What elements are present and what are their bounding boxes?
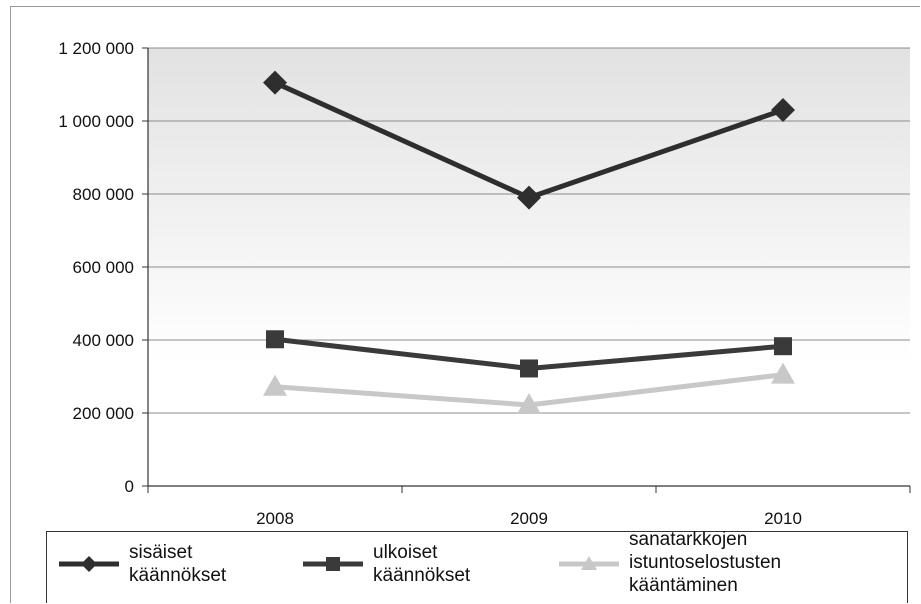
data-point-square [774, 337, 792, 356]
data-point-diamond [263, 70, 287, 95]
x-tick-labels: 2008 2009 2010 [256, 509, 802, 528]
x-tick-label: 2010 [764, 509, 802, 528]
data-point-diamond [517, 185, 541, 210]
y-tick-label: 600 000 [73, 258, 134, 277]
y-tick-label: 1 000 000 [58, 112, 134, 131]
legend-label-ulkoiset: ulkoiset käännökset [373, 542, 471, 586]
legend-swatch-sisaiset [59, 556, 119, 572]
data-point-square [266, 330, 284, 349]
y-tick-label: 200 000 [73, 404, 134, 423]
data-point-square [520, 359, 538, 378]
legend-label-sanatarkkojen: sanatarkkojen istuntoselostusten kääntäm… [629, 529, 782, 596]
x-tick-label: 2009 [510, 509, 548, 528]
legend-label-sisaiset: sisäiset käännökset [129, 542, 227, 586]
data-point-triangle [263, 374, 287, 396]
legend-swatch-ulkoiset [303, 557, 363, 571]
legend: sisäiset käännökset ulkoiset käännökset … [46, 529, 908, 603]
data-point-triangle [771, 362, 795, 384]
y-tick-label: 0 [125, 477, 134, 496]
data-point-triangle [517, 392, 541, 414]
data-point-diamond [771, 98, 795, 123]
x-tick-label: 2008 [256, 509, 294, 528]
chart-frame [10, 6, 920, 603]
axes [142, 47, 911, 493]
line-chart: 0 200 000 400 000 600 000 800 000 1 000 000 1 … [58, 39, 911, 528]
legend-swatch-sanatarkkojen [559, 556, 619, 570]
y-tick-label: 400 000 [73, 331, 134, 350]
y-tick-label: 800 000 [73, 185, 134, 204]
series-lines [263, 70, 795, 414]
y-tick-label: 1 200 000 [58, 39, 134, 58]
y-tick-labels: 0 200 000 400 000 600 000 800 000 1 000 000 1 … [58, 39, 134, 496]
